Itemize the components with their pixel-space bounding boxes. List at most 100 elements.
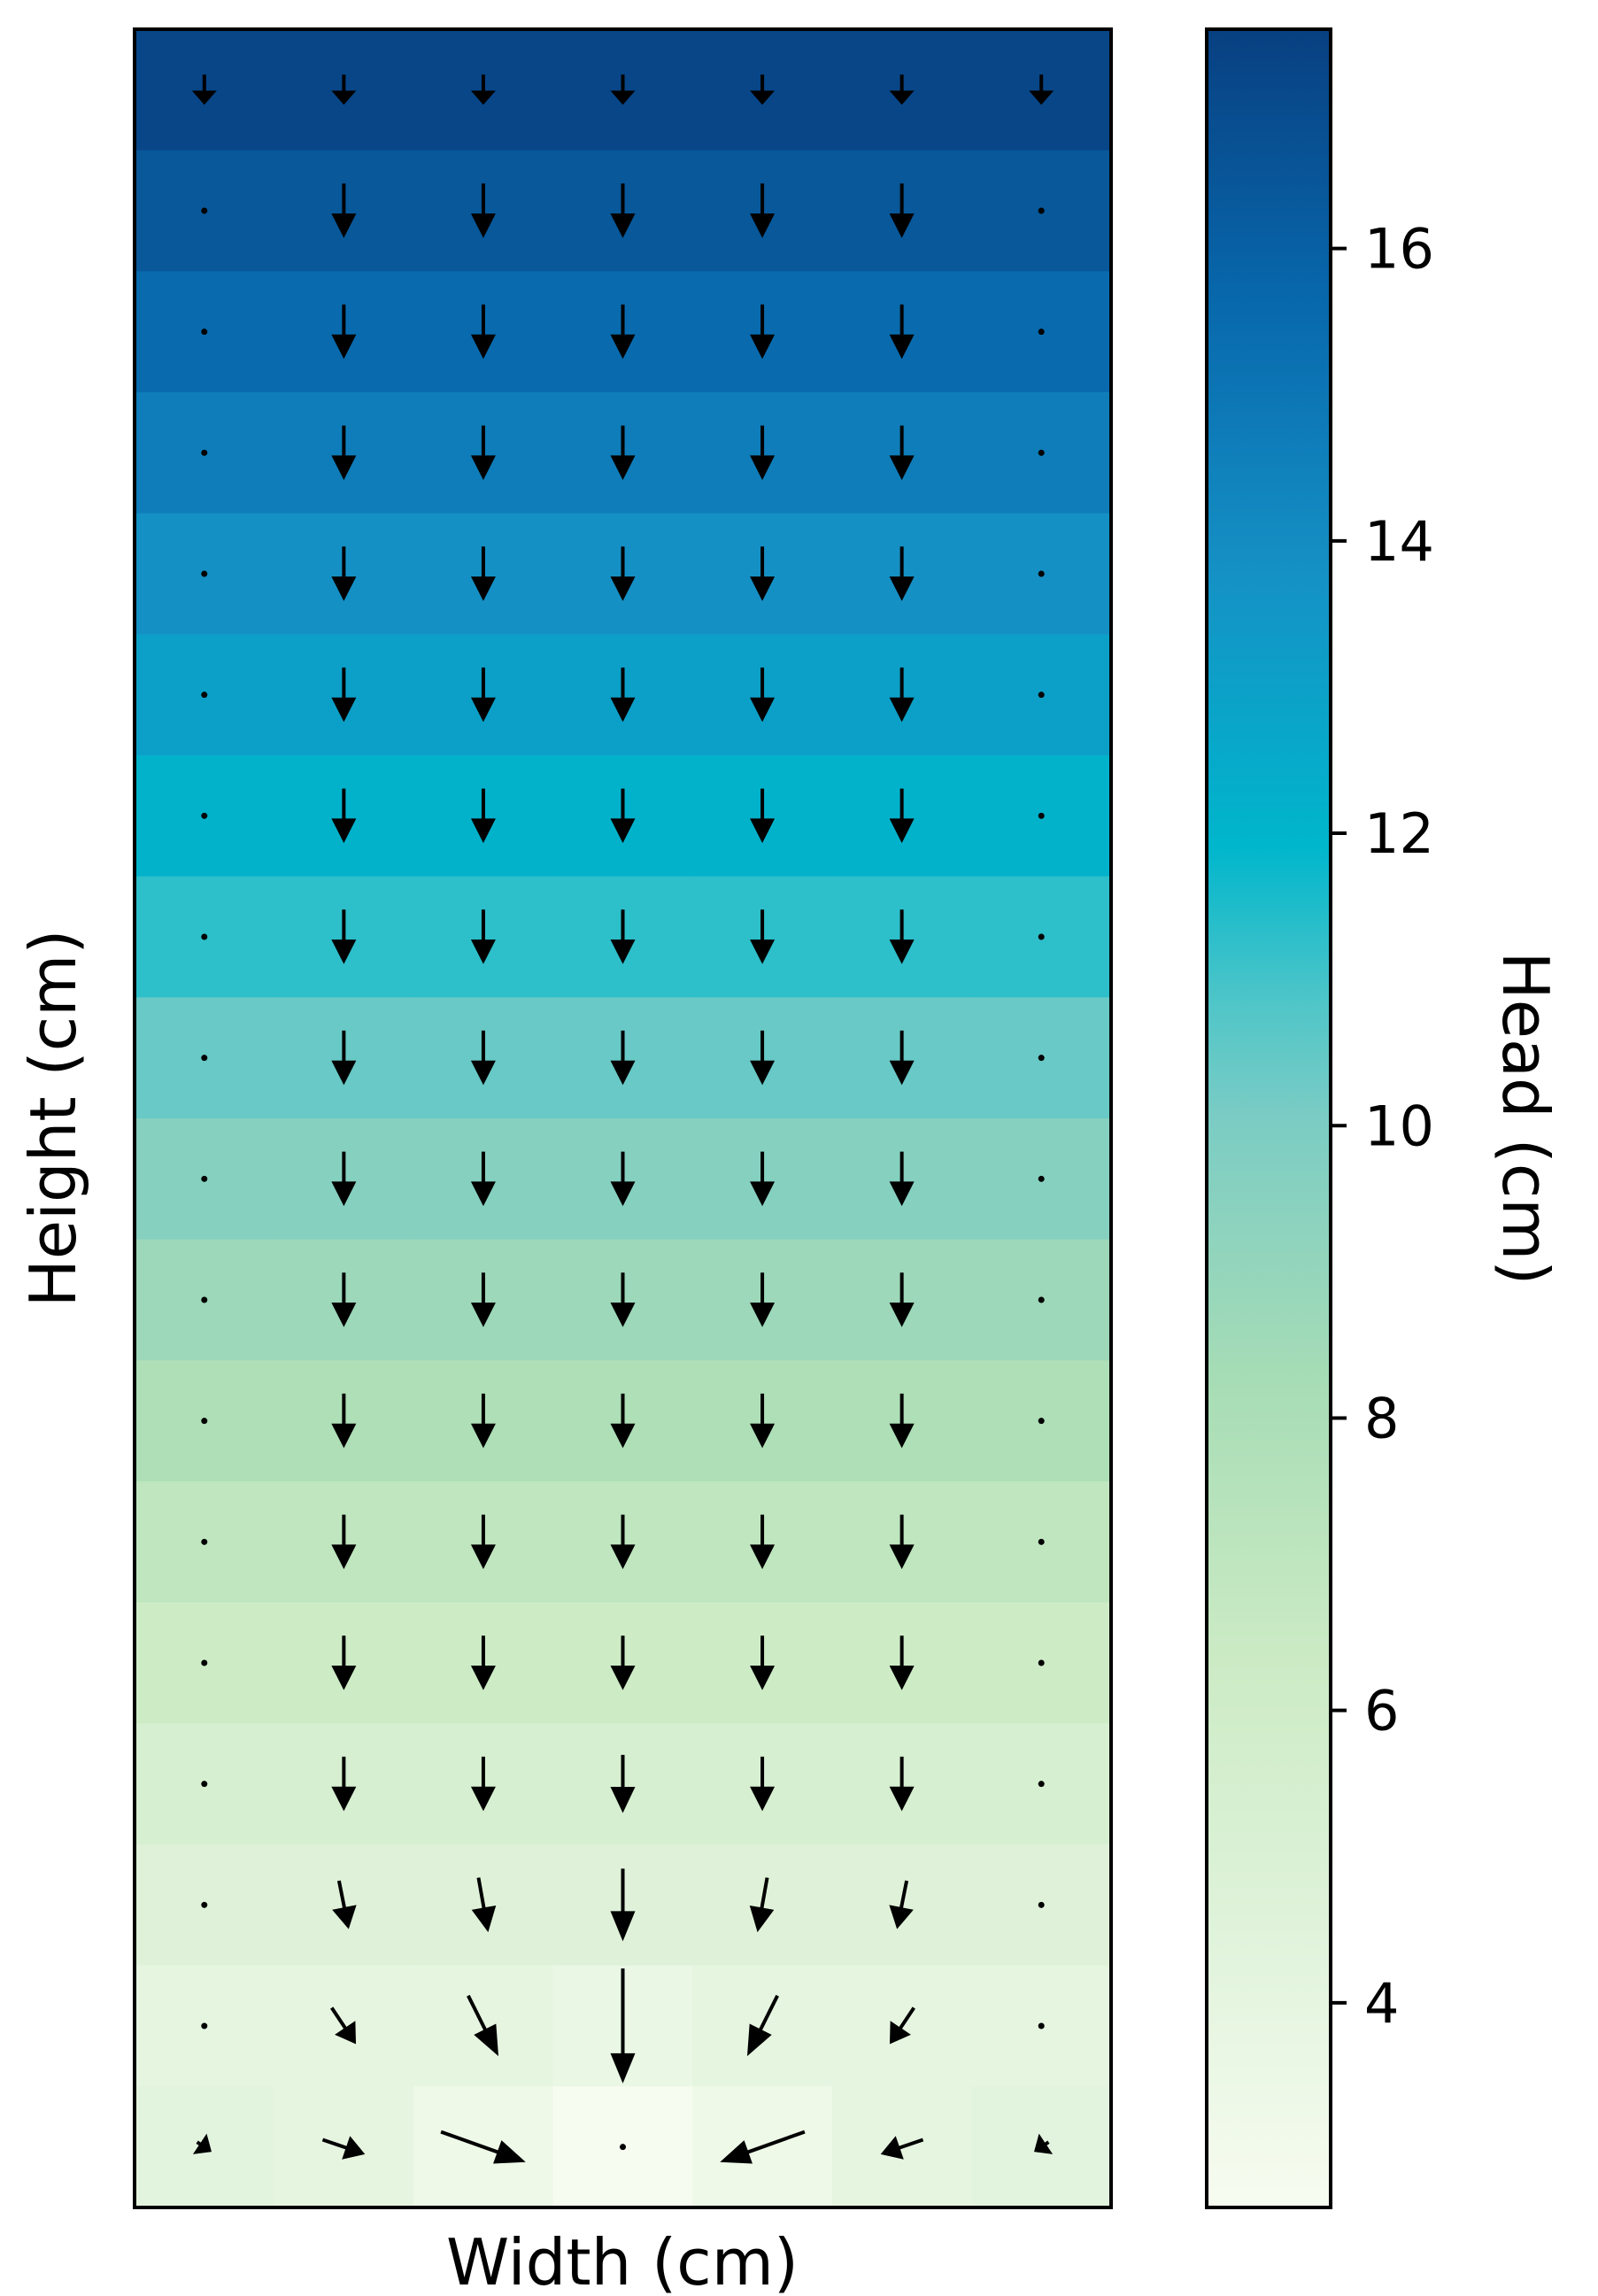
quiver-arrow	[1038, 933, 1045, 940]
quiver-arrow	[440, 2130, 526, 2164]
colorbar-tick-label: 4	[1364, 1971, 1399, 2036]
quiver-arrow	[610, 788, 636, 844]
quiver-arrow	[1038, 1659, 1045, 1666]
quiver-arrow	[201, 2022, 208, 2029]
quiver-arrow	[192, 2133, 212, 2154]
quiver-arrow	[1038, 1055, 1045, 1062]
quiver-arrow	[720, 2130, 806, 2164]
quiver-arrow	[467, 1994, 499, 2057]
quiver-arrow	[1038, 1538, 1045, 1545]
y-axis-label: Height (cm)	[16, 930, 90, 1308]
quiver-arrow	[201, 1781, 208, 1788]
plot-frame	[133, 27, 1113, 2209]
quiver-arrow	[470, 1514, 496, 1570]
quiver-arrows	[191, 74, 1054, 2164]
quiver-arrow	[331, 788, 357, 844]
quiver-arrow	[470, 667, 496, 723]
quiver-arrow	[331, 1151, 357, 1207]
quiver-arrow	[610, 1754, 636, 1813]
quiver-arrow	[191, 74, 217, 105]
quiver-arrow	[610, 909, 636, 964]
quiver-arrow	[470, 546, 496, 601]
quiver-arrow	[750, 1756, 776, 1812]
quiver-arrow	[889, 1393, 915, 1449]
quiver-arrow	[750, 667, 776, 723]
quiver-arrow	[331, 74, 357, 105]
quiver-arrow	[330, 2006, 357, 2045]
quiver-arrow	[749, 1877, 775, 1933]
quiver-arrow	[201, 1418, 208, 1425]
quiver-arrow	[750, 425, 776, 481]
quiver-arrow	[610, 1514, 636, 1570]
quiver-arrow	[620, 2144, 626, 2151]
quiver-arrow	[470, 1756, 496, 1812]
colorbar-label: Head (cm)	[1488, 951, 1563, 1285]
x-axis-label: Width (cm)	[446, 2225, 799, 2296]
quiver-arrow	[331, 1272, 357, 1327]
quiver-arrow	[610, 425, 636, 481]
quiver-arrow	[332, 1880, 357, 1929]
quiver-arrow	[1038, 692, 1045, 699]
quiver-arrow	[889, 425, 915, 481]
quiver-arrow	[1038, 2022, 1045, 2029]
quiver-arrow	[889, 2006, 915, 2045]
quiver-arrow	[470, 909, 496, 964]
quiver-arrow	[610, 1635, 636, 1690]
quiver-arrow	[1038, 329, 1045, 336]
quiver-arrow	[746, 1994, 779, 2057]
colorbar-tick-label: 10	[1364, 1094, 1434, 1158]
quiver-arrow	[201, 207, 208, 214]
quiver-arrow	[470, 1393, 496, 1449]
quiver-arrow	[1038, 1296, 1045, 1303]
quiver-arrow	[331, 1030, 357, 1086]
quiver-arrow	[470, 1030, 496, 1086]
quiver-arrow	[1034, 2133, 1054, 2154]
quiver-arrow	[610, 1151, 636, 1207]
quiver-arrow	[750, 1635, 776, 1690]
quiver-arrow	[331, 667, 357, 723]
quiver-arrow	[610, 1030, 636, 1086]
quiver-arrow	[201, 1659, 208, 1666]
quiver-arrow	[889, 1635, 915, 1690]
quiver-arrow	[750, 788, 776, 844]
quiver-arrow	[750, 1514, 776, 1570]
quiver-arrow	[750, 1393, 776, 1449]
quiver-arrow	[610, 1868, 636, 1942]
quiver-arrow	[610, 546, 636, 601]
quiver-arrow	[610, 667, 636, 723]
quiver-arrow	[470, 1272, 496, 1327]
quiver-arrow	[1038, 570, 1045, 577]
quiver-arrow	[880, 2136, 924, 2160]
quiver-arrow	[331, 546, 357, 601]
quiver-arrow	[201, 1055, 208, 1062]
quiver-arrow	[1038, 1175, 1045, 1182]
quiver-arrow	[889, 546, 915, 601]
colorbar-gradient	[1205, 27, 1332, 2209]
quiver-arrow	[1038, 812, 1045, 819]
quiver-arrow	[201, 1175, 208, 1182]
quiver-arrow	[201, 570, 208, 577]
quiver-arrow	[1038, 1781, 1045, 1788]
quiver-arrow	[470, 1635, 496, 1690]
quiver-arrow	[889, 304, 915, 359]
quiver-arrow	[1038, 207, 1045, 214]
quiver-arrow	[201, 812, 208, 819]
colorbar-ticks: 4 6 8 10 12 14 16	[1331, 217, 1434, 2036]
quiver-arrow	[470, 74, 496, 105]
quiver-arrow	[889, 1151, 915, 1207]
quiver-arrow	[610, 183, 636, 238]
quiver-arrow	[610, 1968, 636, 2083]
quiver-arrow	[201, 329, 208, 336]
quiver-arrow	[889, 1030, 915, 1086]
quiver-arrow	[331, 1756, 357, 1812]
quiver-arrow	[331, 1635, 357, 1690]
quiver-arrow	[201, 933, 208, 940]
quiver-arrow	[889, 909, 915, 964]
quiver-arrow	[470, 788, 496, 844]
colorbar-tick-label: 12	[1364, 801, 1434, 866]
quiver-arrow	[889, 74, 915, 105]
quiver-arrow	[750, 74, 776, 105]
quiver-arrow	[321, 2136, 366, 2160]
quiver-arrow	[889, 1756, 915, 1812]
quiver-arrow	[1029, 74, 1054, 105]
